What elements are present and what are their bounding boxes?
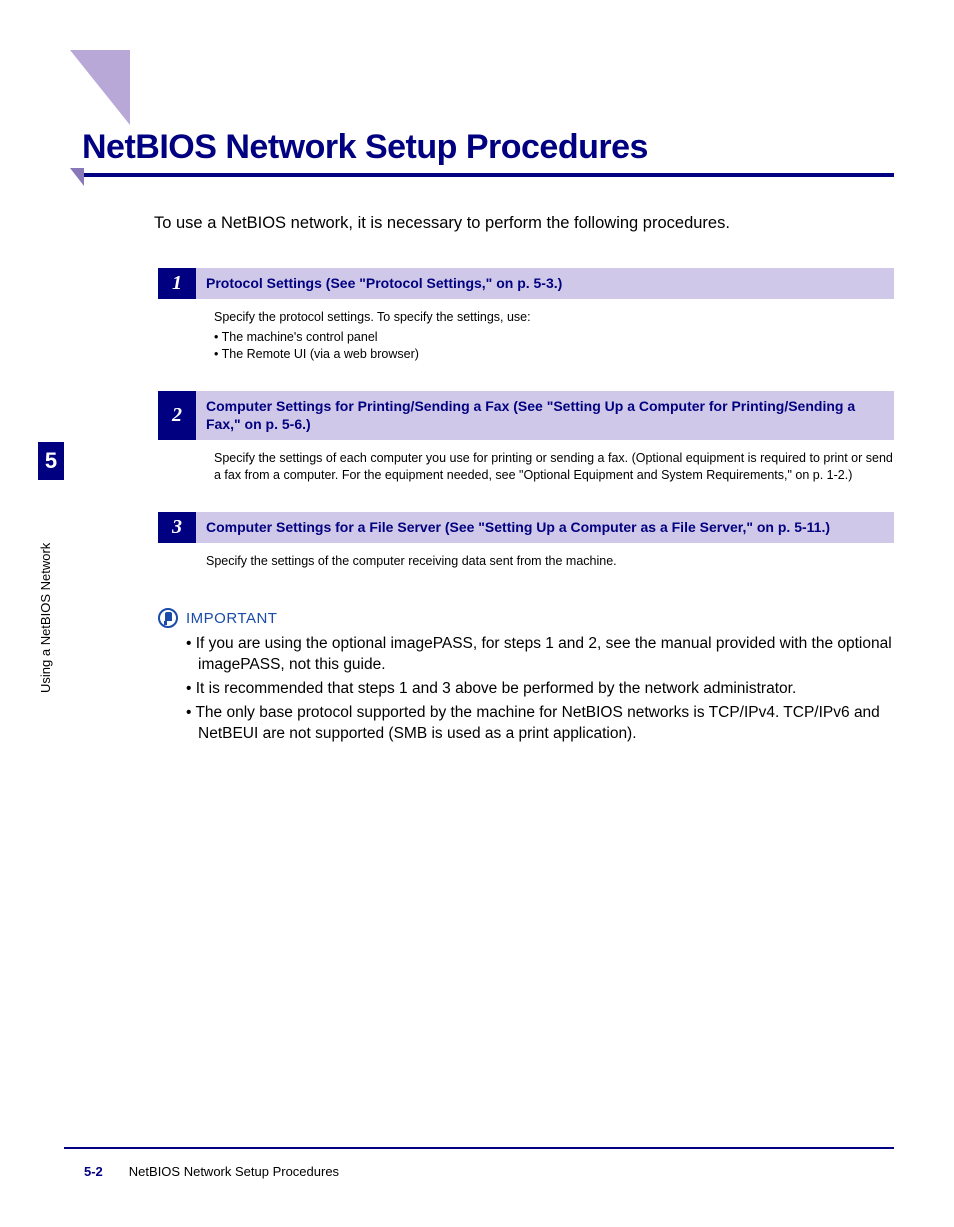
- step-header: 2 Computer Settings for Printing/Sending…: [158, 391, 894, 441]
- step-bullet: The Remote UI (via a web browser): [214, 346, 894, 363]
- footer: 5-2 NetBIOS Network Setup Procedures: [84, 1164, 339, 1179]
- step-3: 3 Computer Settings for a File Server (S…: [158, 512, 894, 570]
- step-body-intro: Specify the protocol settings. To specif…: [214, 310, 531, 324]
- step-bullet-list: The machine's control panel The Remote U…: [214, 329, 894, 363]
- footer-rule: [64, 1147, 894, 1149]
- intro-text: To use a NetBIOS network, it is necessar…: [154, 214, 894, 233]
- important-block: IMPORTANT If you are using the optional …: [158, 608, 894, 748]
- important-list: If you are using the optional imagePASS,…: [186, 634, 894, 745]
- important-item: If you are using the optional imagePASS,…: [186, 634, 894, 676]
- step-2: 2 Computer Settings for Printing/Sending…: [158, 391, 894, 485]
- chapter-tab: 5: [38, 442, 64, 480]
- step-number-badge: 1: [158, 268, 196, 299]
- important-item: The only base protocol supported by the …: [186, 703, 894, 745]
- title-accent-icon: [70, 168, 84, 186]
- step-title: Computer Settings for Printing/Sending a…: [196, 391, 894, 441]
- important-item: It is recommended that steps 1 and 3 abo…: [186, 679, 894, 700]
- step-body-text: Specify the settings of each computer yo…: [214, 451, 893, 482]
- side-chapter-label: Using a NetBIOS Network: [38, 543, 53, 693]
- important-label: IMPORTANT: [186, 610, 277, 627]
- step-title: Protocol Settings (See "Protocol Setting…: [196, 268, 894, 299]
- steps-container: 1 Protocol Settings (See "Protocol Setti…: [158, 268, 894, 598]
- page-title: NetBIOS Network Setup Procedures: [82, 128, 894, 177]
- footer-section-title: NetBIOS Network Setup Procedures: [129, 1164, 339, 1179]
- step-header: 3 Computer Settings for a File Server (S…: [158, 512, 894, 543]
- step-bullet: The machine's control panel: [214, 329, 894, 346]
- corner-decor-triangle: [70, 50, 130, 125]
- step-1: 1 Protocol Settings (See "Protocol Setti…: [158, 268, 894, 363]
- footer-page-number: 5-2: [84, 1164, 103, 1179]
- step-header: 1 Protocol Settings (See "Protocol Setti…: [158, 268, 894, 299]
- step-body: Specify the settings of each computer yo…: [214, 450, 894, 484]
- hand-stop-icon: [158, 608, 178, 628]
- step-body: Specify the settings of the computer rec…: [206, 553, 894, 570]
- step-body: Specify the protocol settings. To specif…: [214, 309, 894, 363]
- important-header: IMPORTANT: [158, 608, 894, 628]
- step-number-badge: 3: [158, 512, 196, 543]
- step-title: Computer Settings for a File Server (See…: [196, 512, 894, 543]
- step-number-badge: 2: [158, 391, 196, 441]
- step-body-text: Specify the settings of the computer rec…: [206, 554, 617, 568]
